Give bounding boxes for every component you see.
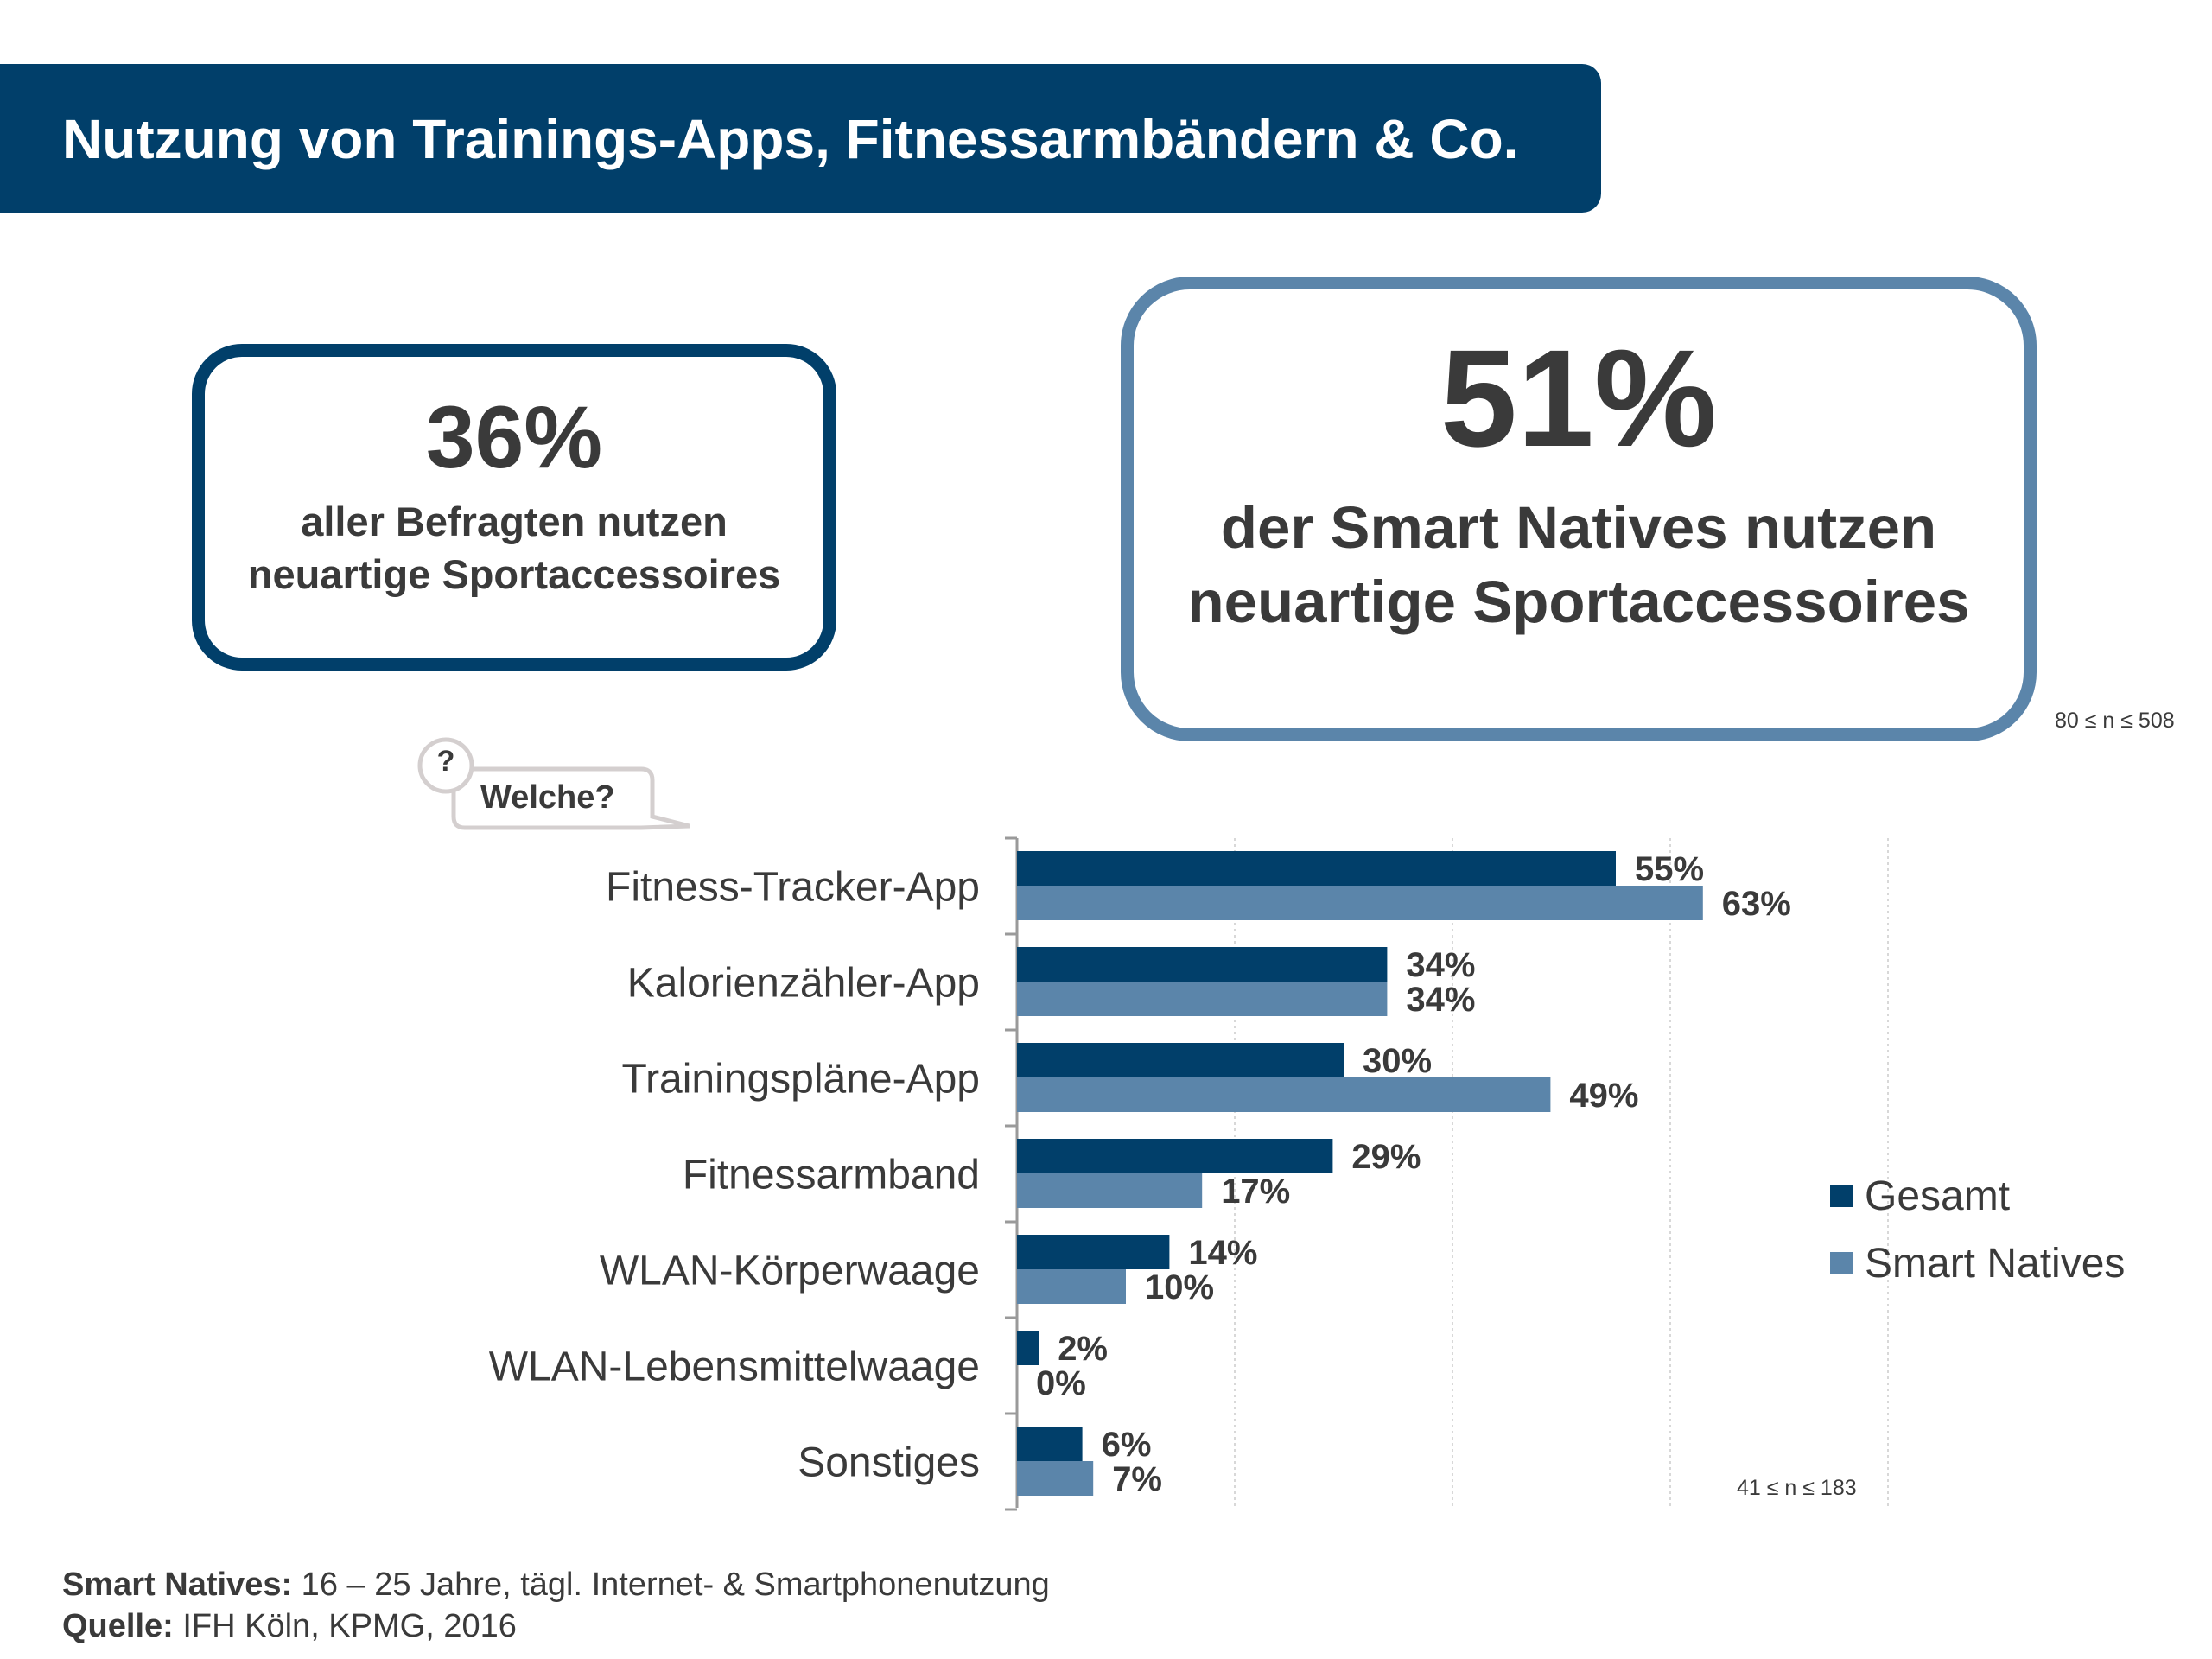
bar-gesamt: [1017, 1139, 1333, 1173]
data-label-smart-natives: 34%: [1406, 981, 1475, 1019]
footer-definition: Smart Natives: 16 – 25 Jahre, tägl. Inte…: [62, 1564, 1050, 1605]
question-mark-icon: ?: [436, 745, 455, 778]
legend-label-smart-natives: Smart Natives: [1865, 1240, 2126, 1287]
stat-text-smart-natives: der Smart Natives nutzen neuartige Sport…: [1187, 494, 1970, 635]
stat-text-all: aller Befragten nutzen neuartige Sportac…: [247, 499, 781, 597]
bar-smart-natives: [1017, 1269, 1126, 1304]
bar-gesamt: [1017, 947, 1388, 982]
bar-smart-natives: [1017, 1077, 1551, 1112]
bar-smart-natives: [1017, 982, 1388, 1016]
bar-gesamt: [1017, 1043, 1344, 1077]
question-bubble: ? Welche?: [415, 726, 709, 838]
bar-smart-natives: [1017, 1461, 1094, 1496]
footer-notes: Smart Natives: 16 – 25 Jahre, tägl. Inte…: [62, 1564, 1050, 1647]
bar-gesamt: [1017, 1427, 1083, 1461]
legend-item-smart-natives: Smart Natives: [1830, 1230, 2125, 1297]
data-label-gesamt: 34%: [1406, 946, 1475, 984]
data-label-smart-natives: 63%: [1722, 885, 1791, 923]
legend-swatch-smart-natives: [1830, 1252, 1853, 1274]
question-label: Welche?: [480, 779, 615, 816]
data-label-smart-natives: 17%: [1221, 1173, 1290, 1211]
data-label-smart-natives: 49%: [1569, 1077, 1638, 1115]
stat-box-smart-natives: 51% der Smart Natives nutzen neuartige S…: [1121, 276, 2037, 741]
bar-smart-natives: [1017, 886, 1703, 920]
footer-source-label: Quelle:: [62, 1608, 174, 1644]
stat-value-all: 36%: [425, 388, 603, 486]
data-label-smart-natives: 7%: [1112, 1460, 1162, 1498]
category-label: Fitnessarmband: [683, 1153, 980, 1198]
legend-item-gesamt: Gesamt: [1830, 1162, 2125, 1230]
bar-smart-natives: [1017, 1173, 1203, 1208]
footer-source-text: IFH Köln, KPMG, 2016: [173, 1608, 517, 1644]
category-label: WLAN-Körperwaage: [600, 1249, 980, 1294]
data-label-gesamt: 55%: [1635, 850, 1704, 888]
data-label-smart-natives: 0%: [1036, 1364, 1086, 1402]
category-label: Fitness-Tracker-App: [606, 865, 980, 911]
category-label: WLAN-Lebensmittelwaage: [489, 1344, 980, 1390]
category-label: Kalorienzähler-App: [627, 961, 980, 1007]
stat-value-smart-natives: 51%: [1440, 321, 1718, 475]
stat-box-all-respondents: 36% aller Befragten nutzen neuartige Spo…: [192, 344, 836, 671]
data-label-gesamt: 14%: [1188, 1234, 1257, 1272]
speech-bubble-icon: [417, 737, 690, 830]
sample-size-note-top: 80 ≤ n ≤ 508: [2055, 709, 2175, 733]
chart-legend: Gesamt Smart Natives: [1830, 1162, 2125, 1297]
sample-size-note-chart: 41 ≤ n ≤ 183: [1737, 1476, 1857, 1500]
footer-source: Quelle: IFH Köln, KPMG, 2016: [62, 1605, 1050, 1647]
bar-gesamt: [1017, 1331, 1039, 1365]
category-label: Sonstiges: [798, 1440, 980, 1486]
data-label-gesamt: 2%: [1058, 1330, 1108, 1368]
title-banner: Nutzung von Trainings-Apps, Fitnessarmbä…: [0, 64, 1601, 213]
data-label-gesamt: 6%: [1102, 1426, 1152, 1464]
legend-swatch-gesamt: [1830, 1185, 1853, 1207]
category-label: Trainingspläne-App: [622, 1057, 980, 1103]
page-title: Nutzung von Trainings-Apps, Fitnessarmbä…: [62, 108, 1519, 170]
bar-gesamt: [1017, 851, 1616, 886]
bar-gesamt: [1017, 1235, 1170, 1269]
data-label-smart-natives: 10%: [1145, 1268, 1214, 1306]
legend-label-gesamt: Gesamt: [1865, 1173, 2011, 1219]
footer-definition-text: 16 – 25 Jahre, tägl. Internet- & Smartph…: [292, 1567, 1050, 1603]
data-label-gesamt: 29%: [1351, 1138, 1421, 1176]
data-label-gesamt: 30%: [1363, 1042, 1432, 1080]
footer-definition-label: Smart Natives:: [62, 1567, 293, 1603]
